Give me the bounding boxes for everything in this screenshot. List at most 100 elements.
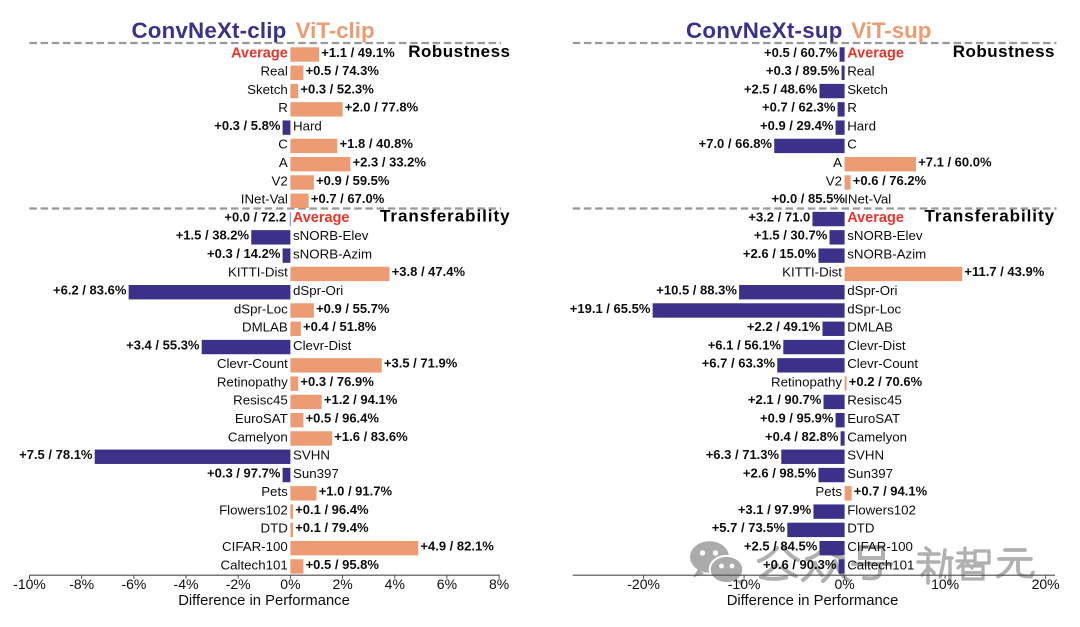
svg-text:Pets: Pets (261, 484, 288, 499)
svg-text:+2.1 / 90.7%: +2.1 / 90.7% (748, 392, 822, 407)
svg-text:+2.3 / 33.2%: +2.3 / 33.2% (353, 155, 427, 170)
svg-text:+0.6 / 76.2%: +0.6 / 76.2% (853, 173, 927, 188)
svg-text:+0.1 / 96.4%: +0.1 / 96.4% (295, 502, 369, 517)
svg-text:EuroSAT: EuroSAT (847, 411, 900, 426)
svg-text:dSpr-Loc: dSpr-Loc (234, 301, 288, 316)
svg-text:+0.3 / 97.7%: +0.3 / 97.7% (207, 465, 281, 480)
svg-text:dSpr-Ori: dSpr-Ori (847, 283, 897, 298)
svg-text:+2.6 / 15.0%: +2.6 / 15.0% (743, 246, 817, 261)
svg-text:DMLAB: DMLAB (242, 320, 288, 335)
svg-text:dSpr-Loc: dSpr-Loc (847, 301, 901, 316)
svg-text:+2.5 / 48.6%: +2.5 / 48.6% (744, 81, 818, 96)
svg-text:C: C (847, 137, 857, 152)
svg-text:+0.5 / 60.7%: +0.5 / 60.7% (764, 45, 838, 60)
svg-text:+6.3 / 71.3%: +6.3 / 71.3% (706, 447, 780, 462)
svg-text:Clevr-Dist: Clevr-Dist (293, 338, 352, 353)
svg-text:+0.9 / 59.5%: +0.9 / 59.5% (316, 173, 390, 188)
svg-text:+0.5 / 95.8%: +0.5 / 95.8% (306, 557, 380, 572)
svg-text:sNORB-Azim: sNORB-Azim (293, 246, 372, 261)
svg-text:4%: 4% (385, 576, 405, 592)
svg-text:Transferability: Transferability (925, 207, 1055, 226)
svg-text:+7.5 / 78.1%: +7.5 / 78.1% (19, 447, 93, 462)
svg-text:C: C (278, 137, 288, 152)
svg-text:Difference in Performance: Difference in Performance (178, 593, 350, 609)
svg-text:+1.1 / 49.1%: +1.1 / 49.1% (321, 45, 395, 60)
svg-text:+0.2 / 70.6%: +0.2 / 70.6% (849, 374, 923, 389)
svg-text:Pets: Pets (815, 484, 842, 499)
svg-text:INet-Val: INet-Val (844, 192, 891, 207)
svg-text:Caltech101: Caltech101 (221, 557, 288, 572)
svg-text:R: R (847, 100, 857, 115)
svg-text:Real: Real (847, 64, 874, 79)
svg-text:ConvNeXt-sup ViT-sup: ConvNeXt-sup ViT-sup (686, 18, 931, 43)
svg-text:8%: 8% (489, 576, 509, 592)
svg-text:Hard: Hard (293, 118, 322, 133)
svg-text:+0.7 / 94.1%: +0.7 / 94.1% (854, 484, 928, 499)
svg-text:-6%: -6% (121, 576, 146, 592)
svg-text:CIFAR-100: CIFAR-100 (222, 539, 288, 554)
svg-text:Resisc45: Resisc45 (847, 393, 902, 408)
svg-text:Hard: Hard (847, 118, 876, 133)
svg-text:+0.5 / 96.4%: +0.5 / 96.4% (306, 410, 380, 425)
svg-text:CIFAR-100: CIFAR-100 (847, 539, 913, 554)
svg-text:+6.1 / 56.1%: +6.1 / 56.1% (708, 337, 782, 352)
svg-text:+7.1 / 60.0%: +7.1 / 60.0% (918, 155, 992, 170)
svg-text:Sketch: Sketch (847, 82, 888, 97)
svg-text:+0.4 / 51.8%: +0.4 / 51.8% (303, 319, 377, 334)
svg-text:+6.2 / 83.6%: +6.2 / 83.6% (53, 283, 127, 298)
svg-text:+1.5 / 30.7%: +1.5 / 30.7% (754, 228, 828, 243)
svg-text:KITTI-Dist: KITTI-Dist (782, 265, 842, 280)
svg-text:+10.5 / 88.3%: +10.5 / 88.3% (656, 283, 737, 298)
svg-text:Clevr-Dist: Clevr-Dist (847, 338, 906, 353)
svg-text:Sketch: Sketch (247, 82, 288, 97)
svg-text:+3.5 / 71.9%: +3.5 / 71.9% (384, 356, 458, 371)
svg-text:0%: 0% (834, 576, 854, 592)
svg-text:+1.2 / 94.1%: +1.2 / 94.1% (324, 392, 398, 407)
svg-text:-10%: -10% (13, 576, 46, 592)
svg-text:20%: 20% (1032, 576, 1060, 592)
svg-text:Resisc45: Resisc45 (233, 393, 288, 408)
svg-text:+6.7 / 63.3%: +6.7 / 63.3% (702, 356, 776, 371)
svg-text:+0.7 / 62.3%: +0.7 / 62.3% (762, 100, 836, 115)
svg-text:Average: Average (847, 210, 904, 226)
svg-text:+0.9 / 29.4%: +0.9 / 29.4% (760, 118, 834, 133)
svg-text:+0.9 / 55.7%: +0.9 / 55.7% (316, 301, 390, 316)
svg-text:Caltech101: Caltech101 (847, 557, 914, 572)
svg-text:-20%: -20% (627, 576, 660, 592)
svg-text:Retinopathy: Retinopathy (217, 374, 288, 389)
svg-text:+1.0 / 91.7%: +1.0 / 91.7% (319, 484, 393, 499)
svg-text:+5.7 / 73.5%: +5.7 / 73.5% (712, 520, 786, 535)
svg-text:DMLAB: DMLAB (847, 320, 893, 335)
svg-text:SVHN: SVHN (293, 448, 330, 463)
svg-text:Clevr-Count: Clevr-Count (217, 356, 288, 371)
svg-text:-2%: -2% (226, 576, 251, 592)
svg-text:+11.7 / 43.9%: +11.7 / 43.9% (964, 264, 1044, 279)
svg-text:Retinopathy: Retinopathy (771, 374, 842, 389)
svg-text:A: A (833, 155, 842, 170)
svg-text:+2.0 / 77.8%: +2.0 / 77.8% (345, 100, 419, 115)
svg-text:dSpr-Ori: dSpr-Ori (293, 283, 343, 298)
svg-text:SVHN: SVHN (847, 448, 884, 463)
svg-text:+0.1 / 79.4%: +0.1 / 79.4% (295, 520, 369, 535)
svg-text:6%: 6% (437, 576, 457, 592)
svg-text:sNORB-Elev: sNORB-Elev (847, 228, 923, 243)
svg-text:Clevr-Count: Clevr-Count (847, 356, 918, 371)
svg-text:+4.9 / 82.1%: +4.9 / 82.1% (420, 538, 494, 553)
svg-text:Sun397: Sun397 (293, 466, 339, 481)
svg-text:+0.3 / 52.3%: +0.3 / 52.3% (300, 81, 374, 96)
svg-text:+0.4 / 82.8%: +0.4 / 82.8% (765, 429, 839, 444)
svg-text:10%: 10% (931, 576, 959, 592)
svg-text:+1.5 / 38.2%: +1.5 / 38.2% (176, 228, 250, 243)
svg-text:2%: 2% (332, 576, 352, 592)
svg-text:+0.7 / 67.0%: +0.7 / 67.0% (311, 191, 385, 206)
svg-text:+3.4 / 55.3%: +3.4 / 55.3% (126, 337, 200, 352)
svg-text:Sun397: Sun397 (847, 466, 893, 481)
svg-text:+1.8 / 40.8%: +1.8 / 40.8% (340, 136, 414, 151)
svg-text:Flowers102: Flowers102 (847, 502, 916, 517)
svg-text:+0.9 / 95.9%: +0.9 / 95.9% (760, 410, 834, 425)
svg-text:V2: V2 (272, 173, 288, 188)
svg-text:+0.6 / 90.3%: +0.6 / 90.3% (763, 557, 837, 572)
svg-text:Difference in Performance: Difference in Performance (727, 593, 899, 609)
svg-text:KITTI-Dist: KITTI-Dist (228, 265, 288, 280)
svg-text:V2: V2 (826, 173, 842, 188)
